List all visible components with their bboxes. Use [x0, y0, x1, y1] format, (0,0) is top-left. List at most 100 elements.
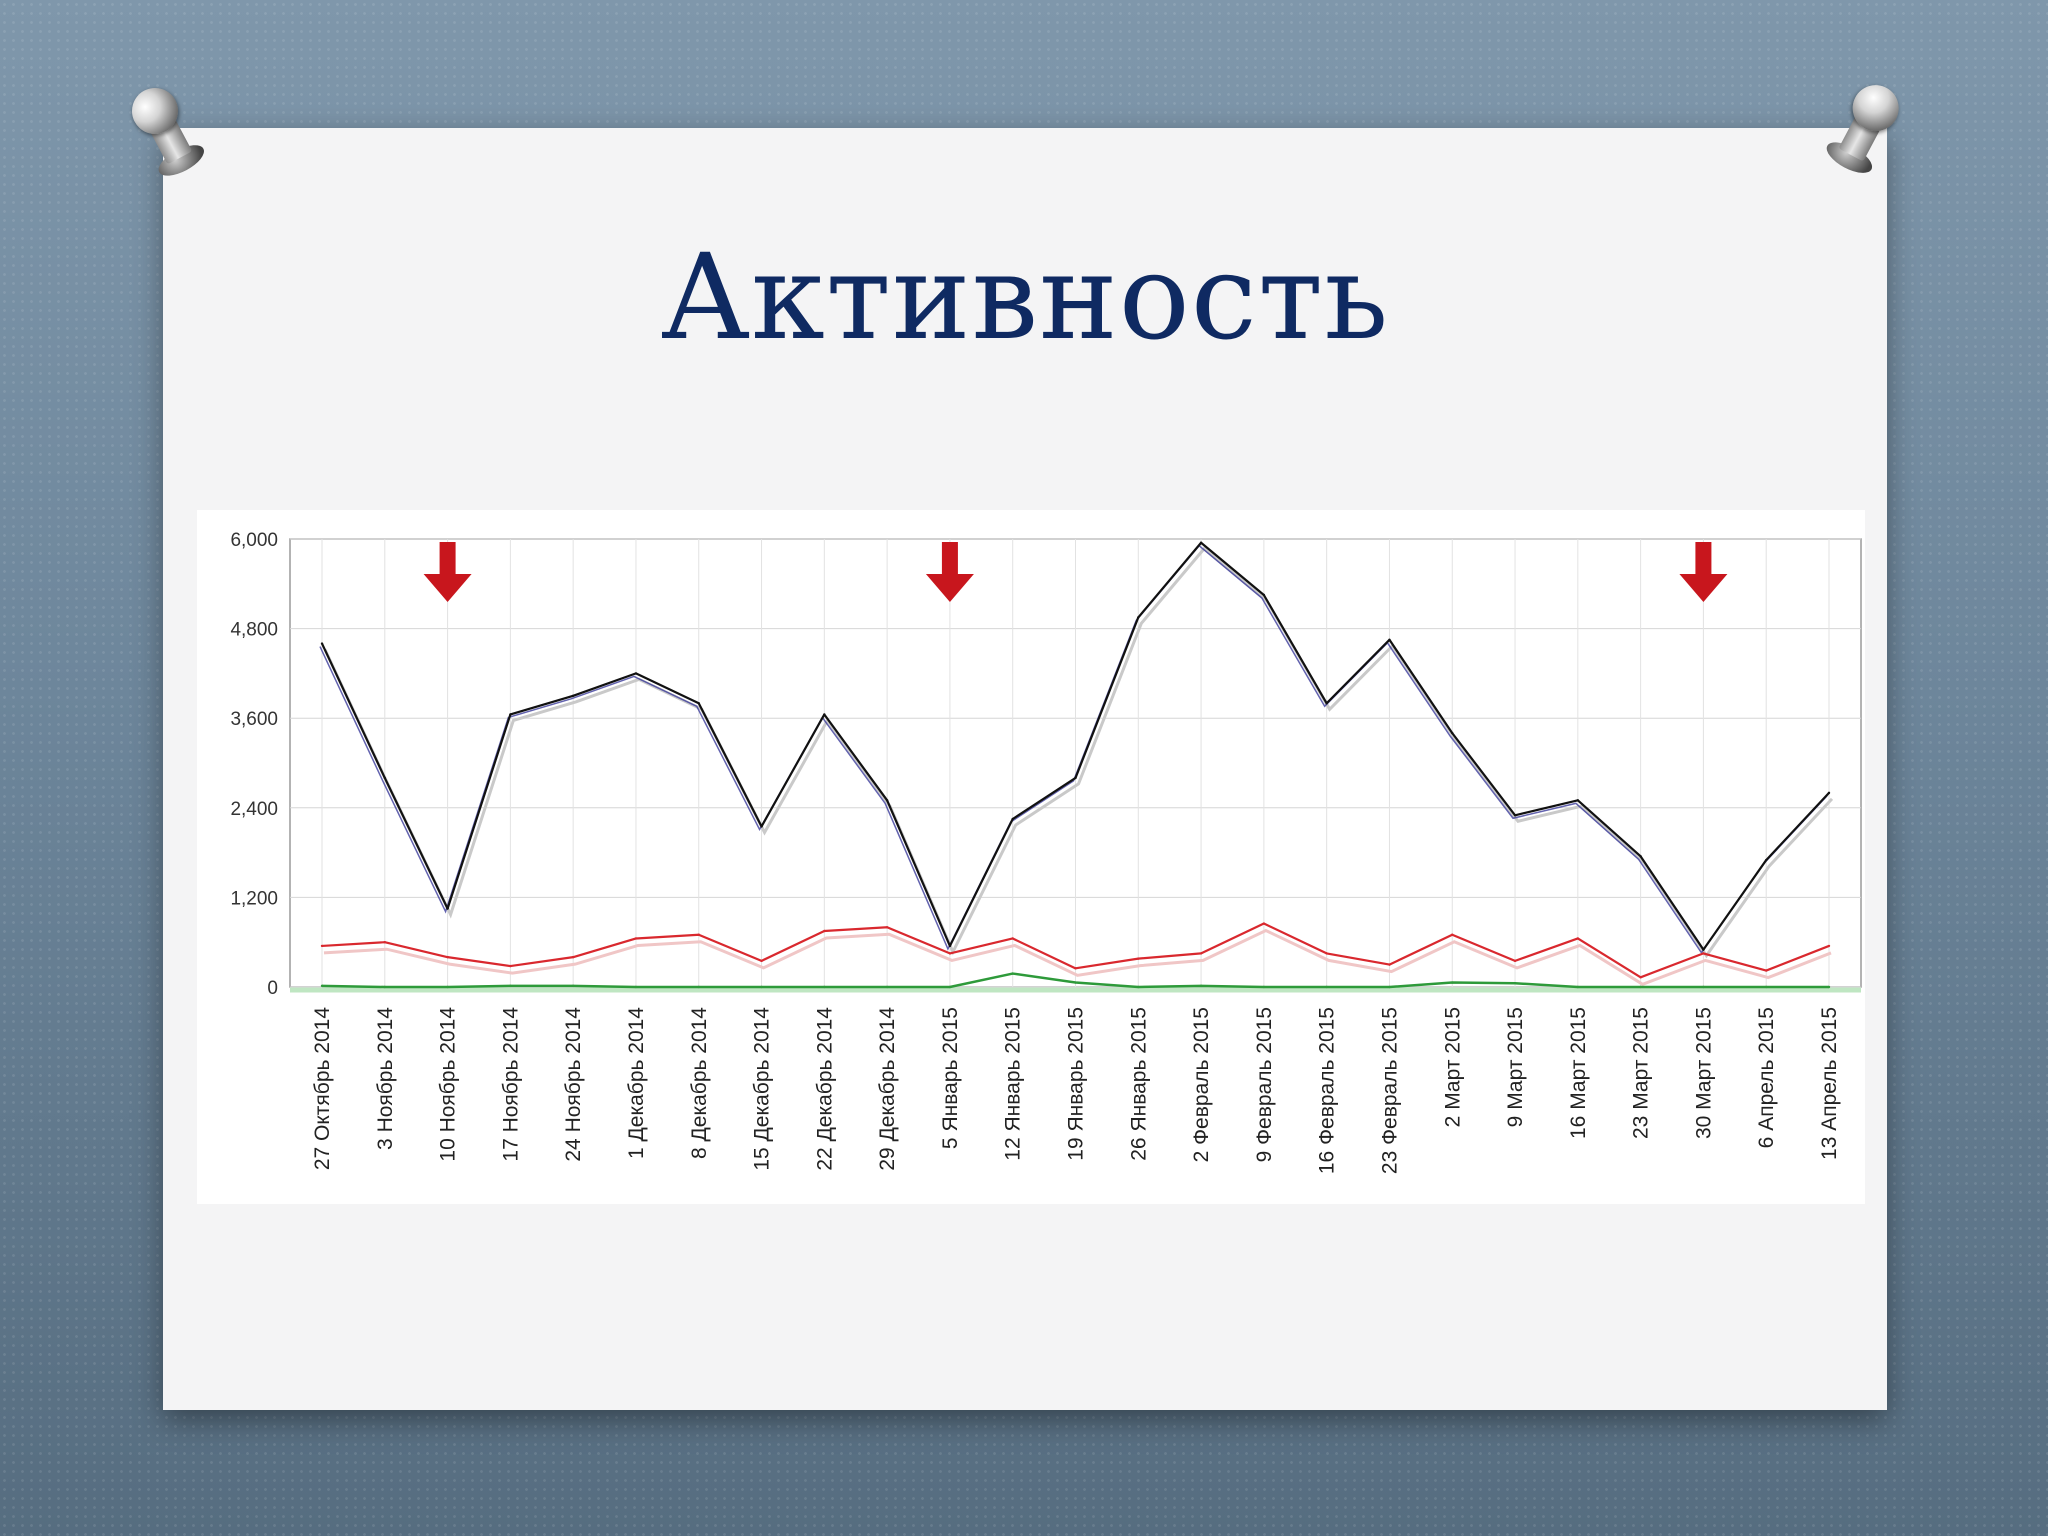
data-point: [509, 713, 512, 716]
x-tick-label: 12 Январь 2015: [1002, 1007, 1025, 1161]
x-tick-label: 3 Ноябрь 2014: [374, 1007, 397, 1150]
data-point: [320, 642, 324, 645]
data-point: [1765, 985, 1768, 989]
chart-panel: 0 1,200 2,400 3,600 4,800 6,000 27 Октябрь 201…: [197, 510, 1865, 1204]
data-point: [383, 941, 386, 944]
y-tick-label: 6,000: [230, 530, 278, 551]
data-point: [1074, 776, 1077, 780]
data-point: [760, 825, 763, 828]
x-tick-label: 16 Февраль 2015: [1316, 1007, 1339, 1174]
down-arrow-icon: [1679, 542, 1728, 602]
x-tick-label: 13 Апрель 2015: [1818, 1007, 1841, 1160]
data-point: [885, 799, 889, 802]
data-point: [1639, 855, 1642, 858]
x-tick-label: 23 Февраль 2015: [1378, 1007, 1401, 1174]
data-point: [446, 985, 449, 989]
data-point: [1325, 702, 1328, 705]
x-tick-label: 10 Ноябрь 2014: [437, 1007, 460, 1162]
data-point: [885, 926, 889, 929]
data-point: [1765, 858, 1768, 862]
data-point: [1074, 967, 1077, 970]
data-point: [1576, 799, 1580, 802]
data-point: [320, 944, 324, 948]
data-point: [1262, 922, 1266, 925]
x-tick-label: 6 Апрель 2015: [1755, 1007, 1778, 1148]
data-point: [634, 985, 638, 989]
data-point: [446, 907, 449, 910]
data-point: [383, 985, 386, 989]
data-point: [697, 933, 700, 936]
x-tick-label: 30 Март 2015: [1692, 1007, 1715, 1139]
x-tick-label: 5 Январь 2015: [939, 1007, 962, 1149]
data-point: [1011, 972, 1014, 975]
data-point: [1137, 616, 1140, 619]
data-point: [1388, 963, 1391, 966]
activity-line-chart: 0 1,200 2,400 3,600 4,800 6,000 27 Октябрь 201…: [230, 530, 1862, 1174]
data-point: [1451, 731, 1454, 735]
data-point: [1011, 937, 1014, 940]
data-point: [1074, 981, 1077, 984]
x-tick-label: 1 Декабрь 2014: [625, 1007, 648, 1159]
data-point: [1137, 985, 1140, 989]
data-point: [1388, 638, 1391, 641]
data-point: [1702, 952, 1705, 955]
data-point: [1576, 937, 1580, 940]
data-point: [509, 964, 512, 968]
data-point: [1262, 593, 1266, 597]
data-point: [1702, 985, 1705, 989]
data-point: [1513, 814, 1517, 817]
data-point: [1011, 817, 1014, 821]
x-tick-label: 16 Март 2015: [1567, 1007, 1590, 1139]
data-point: [571, 955, 575, 959]
x-tick-label: 9 Февраль 2015: [1253, 1007, 1276, 1162]
x-tick-label: 29 Декабрь 2014: [876, 1007, 899, 1171]
x-tick-label: 23 Март 2015: [1630, 1007, 1653, 1139]
series-shadow-line: [319, 544, 1828, 954]
data-point: [1513, 982, 1517, 985]
x-tick-label: 2 Февраль 2015: [1190, 1007, 1213, 1162]
y-tick-label: 1,200: [230, 888, 278, 909]
data-point: [1827, 944, 1831, 948]
data-point: [1199, 984, 1203, 988]
down-arrow-icon: [925, 542, 974, 602]
data-point: [634, 672, 638, 675]
data-point: [383, 776, 386, 780]
y-tick-label: 0: [267, 978, 278, 999]
data-point: [1451, 933, 1454, 936]
data-point: [760, 985, 763, 989]
data-point: [948, 944, 952, 948]
data-point: [823, 985, 826, 989]
series-shadow-line: [323, 928, 1832, 986]
data-point: [948, 952, 952, 955]
down-arrow-icon: [423, 542, 472, 602]
series-shadow-line: [323, 546, 1834, 959]
data-point: [1199, 541, 1203, 544]
data-point: [509, 984, 512, 988]
data-point: [1702, 948, 1705, 951]
data-point: [1576, 985, 1580, 989]
y-tick-label: 3,600: [230, 709, 278, 730]
data-point: [1262, 985, 1266, 989]
data-point: [760, 959, 763, 963]
data-point: [948, 985, 952, 989]
x-tick-label: 15 Декабрь 2014: [751, 1007, 774, 1171]
x-tick-label: 27 Октябрь 2014: [311, 1007, 334, 1170]
data-point: [1639, 985, 1642, 989]
data-point: [634, 937, 638, 940]
y-tick-label: 2,400: [230, 799, 278, 820]
x-tick-label: 9 Март 2015: [1504, 1007, 1527, 1127]
data-point: [697, 702, 700, 705]
data-point: [1639, 976, 1642, 979]
slide-title: Активность: [660, 228, 1390, 366]
data-point: [1827, 791, 1831, 795]
data-point: [1325, 952, 1328, 955]
data-point: [823, 929, 826, 933]
data-point: [1827, 985, 1831, 989]
data-point: [446, 955, 449, 959]
data-point: [1388, 985, 1391, 989]
data-point: [1765, 969, 1768, 972]
y-tick-label: 4,800: [230, 620, 278, 641]
data-point: [1325, 985, 1328, 989]
x-tick-label: 8 Декабрь 2014: [688, 1007, 711, 1159]
data-point: [1137, 957, 1140, 960]
